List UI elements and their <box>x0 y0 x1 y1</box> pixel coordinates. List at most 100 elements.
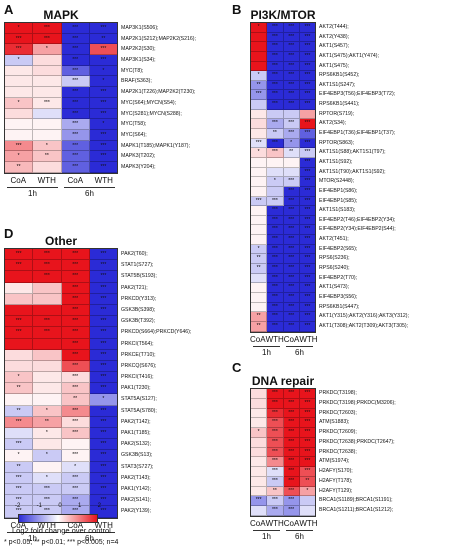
heatmap-cell: *** <box>283 254 300 265</box>
heatmap-cell: *** <box>299 42 315 52</box>
heatmap-cell: *** <box>283 71 300 81</box>
heatmap-cell: *** <box>283 292 300 303</box>
heatmap-cell <box>5 349 34 361</box>
row-label: H2AFY(T178); <box>319 477 353 484</box>
column-labels: CoA WTH CoA WTH <box>250 335 318 344</box>
heatmap-cell: *** <box>267 51 284 62</box>
row-label: EIF4EBP2(T70); <box>319 274 358 281</box>
heatmap-cell: *** <box>267 506 284 516</box>
heatmap-row: *** * <box>5 76 117 88</box>
heatmap-cell: *** <box>267 273 284 284</box>
heatmap-cell: *** <box>5 327 34 339</box>
heatmap-cell: *** <box>61 97 90 109</box>
row-label: EIF4EBP2(Y34);EIF4EBP2(S44); <box>319 226 396 233</box>
heatmap-cell <box>283 167 300 178</box>
heatmap-cell <box>299 496 315 506</box>
heatmap-cell <box>33 87 62 98</box>
heatmap-row: ********* <box>251 119 315 130</box>
row-labels: AKT2(T444); AKT2(Y438); AKT1(S457); AKT1(S4… <box>319 23 409 332</box>
heatmap-cell: *** <box>5 260 34 272</box>
time-labels: 1h 6h <box>4 189 118 198</box>
heatmap-cell: *** <box>283 61 300 72</box>
heatmap-cell <box>251 42 268 52</box>
heatmap-cell <box>33 383 62 395</box>
heatmap-cell: *** <box>299 264 315 274</box>
column-label: WTH <box>299 518 318 528</box>
time-label: 1h <box>28 533 37 543</box>
row-label: PRKDC(T2638); <box>319 448 357 455</box>
heatmap-row: ********** <box>251 23 315 33</box>
heatmap-cell: *** <box>61 65 90 77</box>
heatmap-cell: *** <box>299 225 315 236</box>
heatmap-cell <box>251 292 268 303</box>
heatmap-row: ********* <box>251 42 315 52</box>
heatmap-cell: *** <box>5 140 34 152</box>
heatmap-grid: ****************************************… <box>250 22 316 333</box>
time-bracket <box>286 345 313 347</box>
column-labels: CoA WTH CoA WTH <box>250 518 318 528</box>
heatmap-row: *********** <box>251 264 315 274</box>
heatmap-cell: *** <box>299 186 315 197</box>
heatmap-cell: * <box>267 177 284 187</box>
heatmap-row: ********** <box>251 244 315 255</box>
heatmap-cell <box>33 304 62 317</box>
heatmap-cell: *** <box>283 457 300 467</box>
row-label: PAK1(T230); <box>121 385 151 392</box>
heatmap-cell: *** <box>267 389 284 399</box>
heatmap-cell: * <box>251 148 268 158</box>
heatmap-cell: *** <box>33 33 62 45</box>
heatmap-cell: *** <box>61 450 90 462</box>
heatmap-cell: *** <box>299 302 315 313</box>
heatmap-grid: ****************************************… <box>4 22 118 174</box>
heatmap-row: *** *** *** *** <box>5 483 117 496</box>
row-label: STAT5A(S780); <box>121 407 157 414</box>
heatmap-cell: *** <box>299 235 315 245</box>
heatmap-cell: *** <box>89 23 117 34</box>
row-label: AKT1(S475);AKT1(Y474); <box>319 52 379 59</box>
heatmap-row: ********* <box>5 271 117 283</box>
heatmap-cell: * <box>283 138 300 149</box>
heatmap-cell: *** <box>61 293 90 305</box>
heatmap-cell: *** <box>89 316 117 328</box>
column-label: WTH <box>265 518 284 528</box>
heatmap-grid: ****************************************… <box>4 248 118 519</box>
heatmap-row: *********** <box>251 321 315 332</box>
heatmap-row: ****** <box>5 282 117 294</box>
heatmap-cell: * <box>33 44 62 56</box>
heatmap-cell: *** <box>89 293 117 305</box>
heatmap-row: ****** <box>251 506 315 516</box>
heatmap-cell: *** <box>89 260 117 272</box>
heatmap-cell: * <box>89 119 117 130</box>
legend-ticks: -2 -1 0 1 2 <box>15 503 101 509</box>
row-label: PAK2(T143); <box>121 474 151 481</box>
heatmap-cell: *** <box>89 428 117 440</box>
heatmap-cell: *** <box>89 161 117 173</box>
heatmap-cell: *** <box>5 472 34 484</box>
heatmap-row: ********** <box>5 140 117 152</box>
heatmap-row: ********* <box>251 496 315 506</box>
row-label: AKT1S1(T90);AKT1S1(S92); <box>319 168 386 175</box>
time-bracket <box>253 529 280 531</box>
heatmap-cell <box>251 283 268 293</box>
heatmap-row: *** <box>251 167 315 178</box>
row-label: AKT1S1(S247); <box>319 81 356 88</box>
heatmap-cell: * <box>5 97 34 109</box>
heatmap-cell: *** <box>89 372 117 384</box>
heatmap-cell: ** <box>89 33 117 45</box>
heatmap-cell <box>251 51 268 62</box>
heatmap-cell: *** <box>299 51 315 62</box>
column-label: WTH <box>94 175 113 185</box>
heatmap-row: ********** <box>251 71 315 81</box>
row-label: PRKDC(T2609); <box>319 429 357 435</box>
heatmap-cell: *** <box>283 196 300 207</box>
column-label: CoA <box>67 175 84 185</box>
heatmap-cell <box>251 389 268 399</box>
heatmap-row: ********* <box>251 389 315 399</box>
heatmap-row: ********** <box>5 44 117 56</box>
heatmap-cell: * <box>61 461 90 473</box>
row-label: MAPK3(T202); <box>121 153 156 160</box>
heatmap-cell: *** <box>267 496 284 506</box>
heatmap-cell <box>5 394 34 406</box>
heatmap-cell: *** <box>61 108 90 120</box>
legend-title: Log2 fold change over control <box>12 526 111 535</box>
